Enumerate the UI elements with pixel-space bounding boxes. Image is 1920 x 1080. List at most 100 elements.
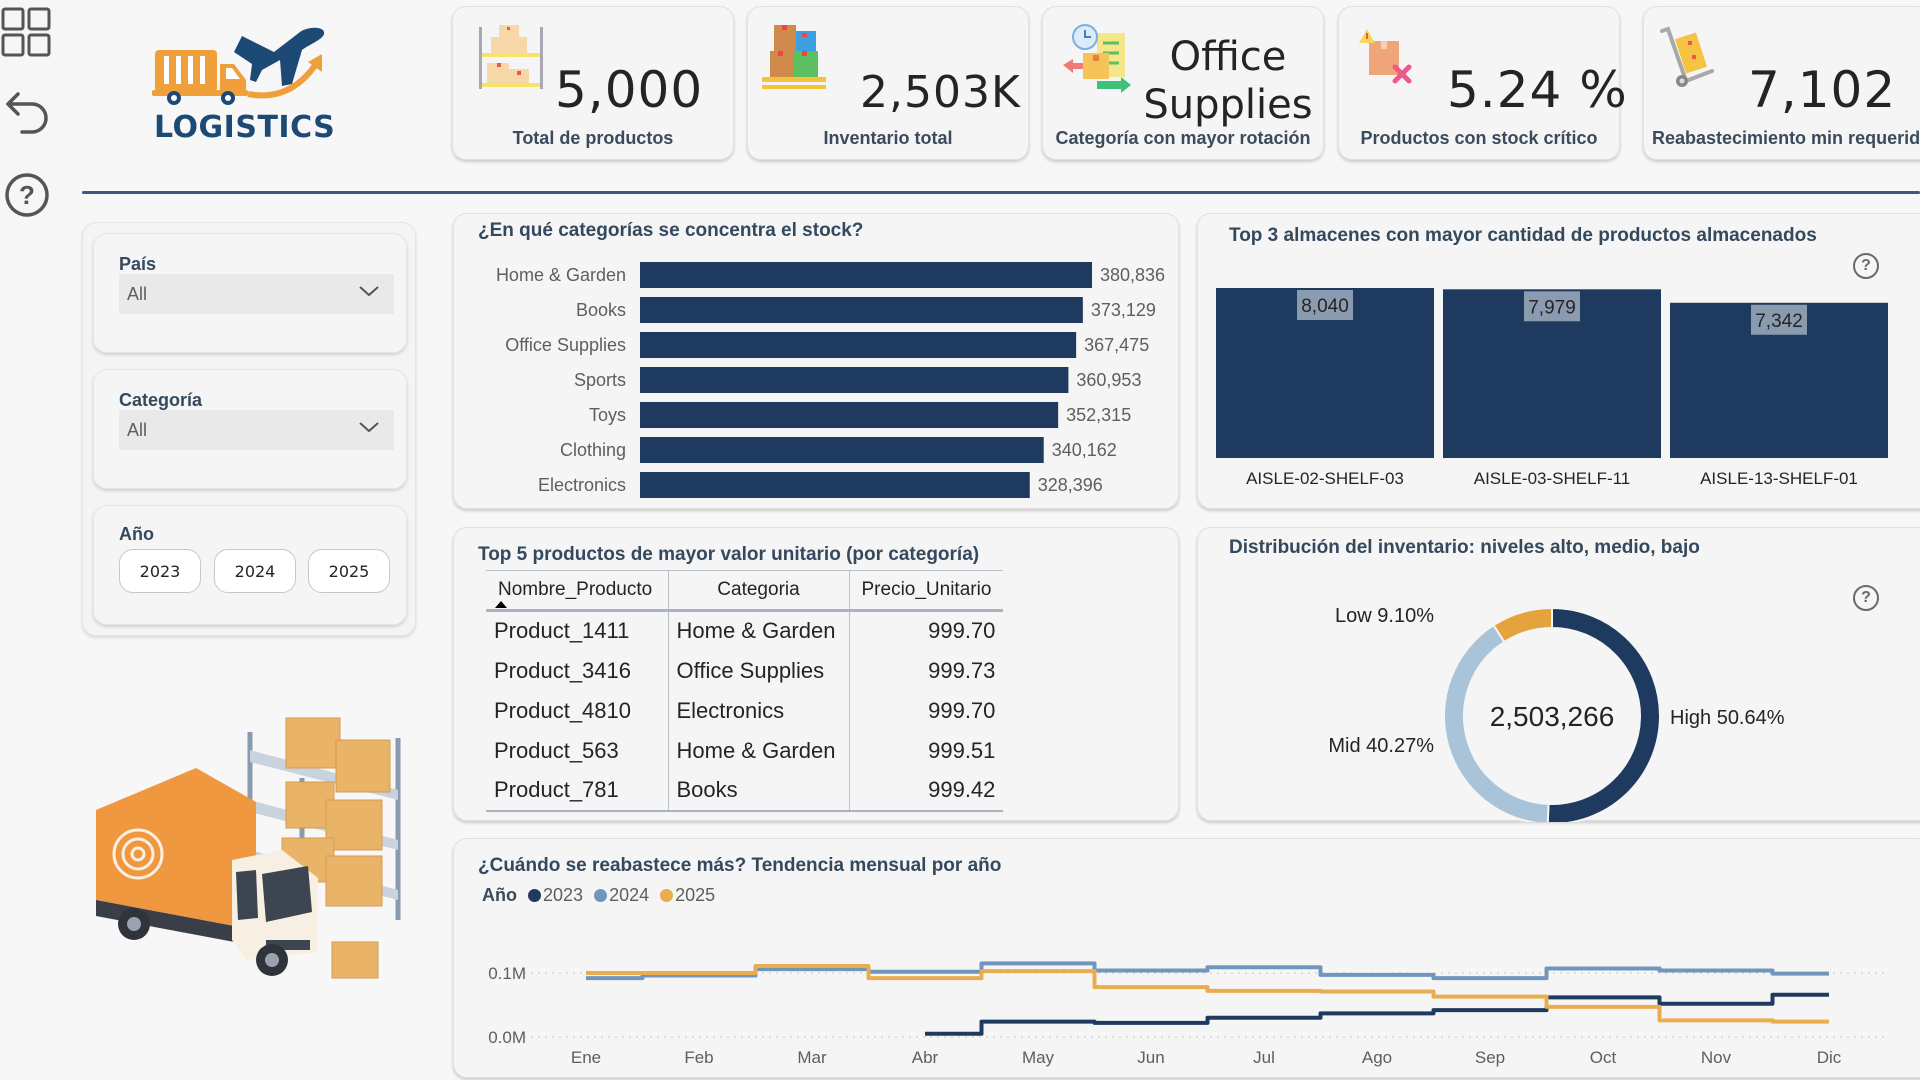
year-button-2024[interactable]: 2024 xyxy=(214,549,296,593)
hand-truck-icon xyxy=(1660,26,1714,87)
x-tick-label: Dic xyxy=(1817,1048,1842,1067)
unit-price-cell: 999.51 xyxy=(928,737,996,763)
warehouse-shelf-icon xyxy=(479,25,543,89)
column-header-nombre-producto[interactable]: Nombre_Producto xyxy=(486,570,669,612)
category-cell: Home & Garden xyxy=(668,610,850,651)
category-bar[interactable] xyxy=(640,402,1059,428)
product-name-cell: Product_563 xyxy=(486,730,669,771)
help-icon[interactable]: ? xyxy=(1853,253,1879,279)
bar-value-label: 7,979 xyxy=(1528,297,1576,318)
top3-warehouses-title: Top 3 almacenes con mayor cantidad de pr… xyxy=(1229,225,1817,246)
kpi-value: 5,000 xyxy=(555,61,704,119)
x-tick-label: Jul xyxy=(1253,1048,1275,1067)
categoria-dropdown-value: All xyxy=(127,419,148,440)
legend-title: Año xyxy=(482,885,517,905)
filter-pais: País All xyxy=(93,233,407,353)
donut-slice-low[interactable] xyxy=(1492,606,1553,644)
header-divider xyxy=(82,191,1920,194)
left-nav-bar: ? xyxy=(0,0,68,1080)
category-stock-chart-title: ¿En qué categorías se concentra el stock… xyxy=(478,220,864,241)
category-bar[interactable] xyxy=(640,297,1083,323)
x-tick-label: Abr xyxy=(912,1048,939,1067)
svg-text:?: ? xyxy=(19,180,35,210)
logo-text: LOGISTICS xyxy=(154,110,336,145)
x-tick-label: Feb xyxy=(684,1048,713,1067)
bar-value-label-bg xyxy=(1524,291,1580,322)
bar-value-label: 373,129 xyxy=(1091,300,1156,320)
stacked-boxes-icon xyxy=(762,25,826,89)
column-header-label: Categoria xyxy=(717,579,800,600)
bar-value-label: 8,040 xyxy=(1301,296,1349,317)
legend-item-2023[interactable]: 2023 xyxy=(543,885,584,905)
kpi-card-categoria-rotacion: Office Supplies Categoría con mayor rota… xyxy=(1042,6,1324,160)
rotation-checklist-icon xyxy=(1063,24,1131,93)
kpi-card-total-productos: 5,000 Total de productos xyxy=(452,6,734,160)
restock-legend: Año 2023 2024 2025 xyxy=(482,885,715,906)
category-stock-bar-chart: Home & Garden 380,836 Books 373,129 Office S… xyxy=(496,262,1165,498)
filter-anio-label: Año xyxy=(119,524,154,544)
undo-icon[interactable] xyxy=(0,86,54,140)
x-tick-label: Mar xyxy=(797,1048,827,1067)
category-bar[interactable] xyxy=(640,332,1077,358)
inventory-donut-chart: 2,503,266 High 50.64% Mid 40.27% Low 9.10% xyxy=(1328,605,1785,822)
critical-stock-box-icon xyxy=(1359,29,1412,84)
kpi-label: Productos con stock crítico xyxy=(1360,128,1598,148)
column-header-categoria[interactable]: Categoria xyxy=(668,570,850,612)
legend-item-2025[interactable]: 2025 xyxy=(675,885,716,905)
column-header-precio-unitario[interactable]: Precio_Unitario xyxy=(849,570,1004,612)
bar-value-label: 7,342 xyxy=(1755,311,1803,332)
category-label: Sports xyxy=(574,370,626,390)
table-row[interactable]: Product_563 Home & Garden 999.51 xyxy=(486,730,1003,771)
bar-value-label: 367,475 xyxy=(1084,335,1149,355)
table-row[interactable]: Product_4810 Electronics 999.70 xyxy=(486,690,1003,731)
category-label: Clothing xyxy=(560,440,626,460)
bar-value-label: 340,162 xyxy=(1052,440,1117,460)
donut-label-mid: Mid 40.27% xyxy=(1328,735,1434,757)
pais-dropdown[interactable]: All xyxy=(119,274,394,314)
bar-value-label-bg xyxy=(1297,290,1353,320)
product-name-cell: Product_4810 xyxy=(486,690,669,731)
table-row[interactable]: Product_781 Books 999.42 xyxy=(486,770,1004,812)
warehouse-label: AISLE-02-SHELF-03 xyxy=(1246,469,1404,488)
donut-slice-high[interactable] xyxy=(1546,606,1661,822)
x-tick-label: Nov xyxy=(1701,1048,1732,1067)
category-label: Books xyxy=(576,300,626,320)
series-line-2023[interactable] xyxy=(925,992,1829,1036)
filter-categoria-label: Categoría xyxy=(119,390,203,410)
kpi-label: Total de productos xyxy=(512,128,674,148)
y-tick-label: 0.1M xyxy=(488,964,526,983)
help-icon[interactable]: ? xyxy=(0,168,54,222)
bar-value-label-bg xyxy=(1751,304,1807,335)
category-bar[interactable] xyxy=(640,262,1092,288)
year-button-2025[interactable]: 2025 xyxy=(308,549,390,593)
x-tick-label: Ago xyxy=(1362,1048,1392,1067)
help-icon[interactable]: ? xyxy=(1853,585,1879,611)
category-cell: Home & Garden xyxy=(668,730,850,771)
product-name-cell: Product_3416 xyxy=(486,650,669,691)
y-tick-label: 0.0M xyxy=(488,1028,526,1047)
legend-dot-2025 xyxy=(660,889,674,902)
category-bar[interactable] xyxy=(640,472,1030,498)
categoria-dropdown[interactable]: All xyxy=(119,410,394,450)
restock-trend-title: ¿Cuándo se reabastece más? Tendencia men… xyxy=(478,855,1002,876)
category-bar[interactable] xyxy=(640,437,1044,463)
kpi-value: 7,102 xyxy=(1748,61,1897,119)
legend-item-2024[interactable]: 2024 xyxy=(609,885,650,905)
grid-icon[interactable] xyxy=(0,4,54,58)
series-line-2025[interactable] xyxy=(586,963,1829,1024)
pais-dropdown-value: All xyxy=(127,283,148,304)
table-row[interactable]: Product_1411 Home & Garden 999.70 xyxy=(486,610,1003,651)
category-stock-chart-card: ¿En qué categorías se concentra el stock… xyxy=(453,213,1179,509)
inventory-distribution-card: Distribución del inventario: niveles alt… xyxy=(1197,527,1920,822)
table-header-row: Nombre_Producto Categoria Precio_Unitari… xyxy=(486,570,1004,612)
inventory-distribution-title: Distribución del inventario: niveles alt… xyxy=(1229,537,1700,558)
category-cell: Electronics xyxy=(668,690,850,731)
category-bar[interactable] xyxy=(640,367,1069,393)
kpi-card-inventario-total: 2,503K Inventario total xyxy=(747,6,1029,160)
category-label: Electronics xyxy=(538,475,626,495)
unit-price-cell: 999.70 xyxy=(928,618,996,644)
table-row[interactable]: Product_3416 Office Supplies 999.73 xyxy=(486,650,1003,691)
bar-value-label: 360,953 xyxy=(1076,370,1141,390)
kpi-label: Reabastecimiento min requerido xyxy=(1652,128,1920,148)
year-button-2023[interactable]: 2023 xyxy=(119,549,201,593)
